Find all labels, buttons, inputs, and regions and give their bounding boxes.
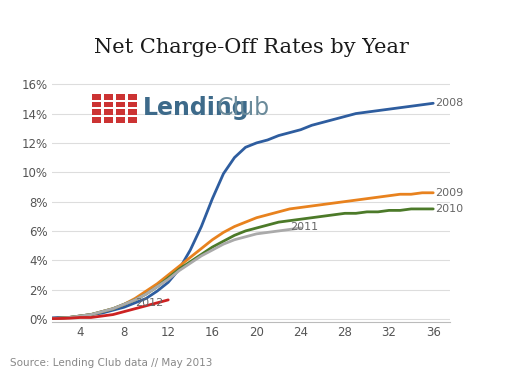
Bar: [116, 110, 124, 115]
Bar: [104, 117, 113, 123]
Text: 2008: 2008: [436, 98, 464, 108]
Text: Source: Lending Club data // May 2013: Source: Lending Club data // May 2013: [10, 358, 213, 368]
Bar: [92, 102, 101, 107]
Text: 2012: 2012: [135, 298, 163, 308]
Bar: [104, 110, 113, 115]
Bar: [116, 117, 124, 123]
Bar: [128, 94, 137, 100]
Text: Lending: Lending: [143, 97, 249, 121]
Text: Club: Club: [217, 97, 269, 121]
Bar: [116, 94, 124, 100]
Bar: [92, 94, 101, 100]
Bar: [104, 94, 113, 100]
Bar: [128, 102, 137, 107]
Text: 2011: 2011: [290, 222, 318, 232]
Text: 2009: 2009: [436, 188, 464, 198]
Title: Net Charge-Off Rates by Year: Net Charge-Off Rates by Year: [94, 38, 408, 57]
Bar: [92, 117, 101, 123]
Bar: [92, 110, 101, 115]
Text: 2010: 2010: [436, 204, 463, 214]
Bar: [104, 102, 113, 107]
Bar: [116, 102, 124, 107]
Bar: [128, 110, 137, 115]
Bar: [128, 117, 137, 123]
